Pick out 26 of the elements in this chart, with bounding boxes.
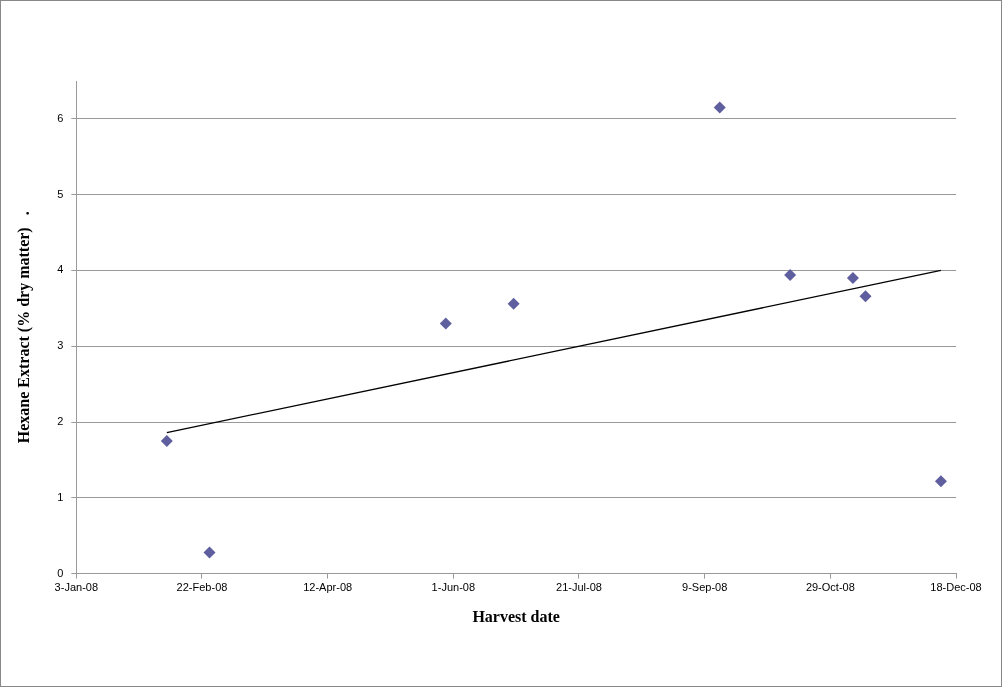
y-tick-label: 6 [57,111,64,124]
x-tick-label: 29-Oct-08 [805,581,855,594]
y-tick-label: 1 [57,490,64,503]
y-axis-title: Hexane Extract (% dry matter) . [14,211,33,444]
y-tick-label: 3 [57,339,64,352]
x-tick-label: 3-Jan-08 [54,581,99,594]
y-tick-label: 2 [57,415,64,428]
point [784,269,797,282]
y-tick-label: 4 [57,263,64,276]
point [439,317,452,330]
x-tick-label: 18-Dec-08 [930,581,982,594]
x-tick-label: 21-Jul-08 [556,581,602,594]
x-tick-label: 22-Feb-08 [176,581,228,594]
x-axis-title: Harvest date [472,607,560,625]
point [859,290,872,303]
point [507,297,520,310]
y-tick-label: 5 [57,187,64,200]
point [934,475,947,488]
x-tick-label: 1-Jun-08 [431,581,476,594]
point [203,546,216,559]
point [160,434,173,447]
x-tick-label: 12-Apr-08 [303,581,353,594]
point [713,101,726,114]
y-tick-label: 0 [57,566,64,579]
point [846,272,859,285]
x-tick-label: 9-Sep-08 [682,581,728,594]
